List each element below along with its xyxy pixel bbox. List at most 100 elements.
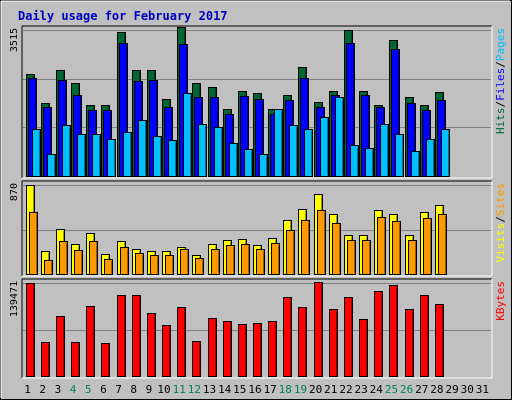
bar-sites-day-18	[286, 230, 295, 275]
bar-sites-day-16	[256, 249, 265, 275]
panel-kbytes: 139471 KBytes	[9, 278, 507, 379]
day-label-26: 26	[400, 383, 413, 396]
bar-kbytes-day-7	[117, 295, 126, 377]
legend-item-hits: Hits	[494, 108, 507, 135]
panel-visits-sites: 870 Visits/Sites	[9, 180, 507, 277]
bar-kbytes-day-5	[86, 306, 95, 377]
day-label-11: 11	[173, 383, 186, 396]
legend-kbytes: KBytes	[494, 281, 507, 321]
legend-visits-sites: Visits/Sites	[494, 183, 507, 263]
bar-sites-day-11	[180, 249, 189, 275]
bar-sites-day-2	[44, 260, 53, 275]
bar-pages-day-6	[107, 139, 116, 177]
chart-panels: 3515Hits/Files/Pages870Visits/Sites13947…	[9, 25, 507, 379]
bar-kbytes-day-21	[329, 309, 338, 377]
day-label-24: 24	[370, 383, 384, 396]
day-label-17: 17	[264, 383, 277, 396]
bar-pages-day-19	[304, 129, 313, 177]
bar-kbytes-day-1	[26, 283, 35, 377]
bar-pages-day-12	[198, 124, 207, 177]
day-label-30: 30	[461, 383, 474, 396]
day-label-1: 1	[24, 383, 31, 396]
day-label-13: 13	[203, 383, 216, 396]
bar-pages-day-3	[62, 125, 71, 177]
bar-pages-day-15	[244, 149, 253, 177]
bar-kbytes-day-26	[405, 309, 414, 377]
bar-sites-day-6	[104, 259, 113, 275]
legend-item-sites: Sites	[494, 183, 507, 216]
bar-kbytes-day-11	[177, 307, 186, 377]
bar-pages-day-17	[274, 109, 283, 177]
bar-kbytes-day-2	[41, 342, 50, 377]
day-label-29: 29	[445, 383, 458, 396]
day-label-19: 19	[294, 383, 307, 396]
day-label-25: 25	[385, 383, 398, 396]
y-max-label: 870	[9, 183, 20, 201]
day-label-31: 31	[476, 383, 489, 396]
bar-sites-day-20	[317, 210, 326, 275]
bar-kbytes-day-9	[147, 313, 156, 377]
bar-kbytes-day-20	[314, 282, 323, 377]
bar-sites-day-24	[377, 217, 386, 275]
bar-sites-day-19	[301, 220, 310, 275]
bar-kbytes-day-27	[420, 295, 429, 377]
bar-pages-day-5	[92, 134, 101, 177]
legend-item-pages: Pages	[494, 28, 507, 61]
bar-sites-day-21	[332, 223, 341, 275]
bar-sites-day-14	[226, 245, 235, 275]
bar-pages-day-7	[123, 132, 132, 177]
bar-sites-day-9	[150, 255, 159, 275]
bar-pages-day-24	[380, 124, 389, 177]
day-label-10: 10	[157, 383, 170, 396]
bar-sites-day-4	[74, 250, 83, 275]
bar-sites-day-25	[392, 221, 401, 275]
legend-item-weekday_label: /	[494, 61, 507, 68]
day-label-8: 8	[130, 383, 137, 396]
bar-sites-day-12	[195, 258, 204, 275]
bar-kbytes-day-19	[298, 307, 307, 377]
bar-kbytes-day-8	[132, 295, 141, 377]
bar-kbytes-day-17	[268, 321, 277, 377]
bar-kbytes-day-14	[223, 321, 232, 377]
bar-pages-day-8	[138, 120, 147, 177]
bar-kbytes-day-22	[344, 297, 353, 377]
day-label-5: 5	[85, 383, 92, 396]
bar-pages-day-28	[441, 129, 450, 177]
day-label-20: 20	[309, 383, 322, 396]
bar-pages-day-26	[411, 151, 420, 177]
day-label-4: 4	[70, 383, 77, 396]
legend-item-kbytes: KBytes	[494, 281, 507, 321]
bar-sites-day-1	[29, 212, 38, 275]
bar-kbytes-day-24	[374, 291, 383, 377]
bar-sites-day-8	[135, 253, 144, 275]
legend-item-visits: Visits	[494, 223, 507, 263]
day-label-14: 14	[218, 383, 232, 396]
bar-sites-day-26	[408, 240, 417, 275]
bar-kbytes-day-12	[192, 341, 201, 377]
bar-sites-day-15	[241, 244, 250, 275]
bar-sites-day-10	[165, 255, 174, 275]
y-max-label: 139471	[9, 281, 20, 317]
bar-pages-day-1	[32, 129, 41, 177]
day-label-6: 6	[100, 383, 107, 396]
bar-pages-day-25	[395, 134, 404, 177]
legend-hits-files-pages: Hits/Files/Pages	[494, 28, 507, 134]
bar-sites-day-17	[271, 243, 280, 275]
legend-item-files: Files	[494, 68, 507, 101]
day-label-21: 21	[324, 383, 337, 396]
bar-pages-day-11	[183, 93, 192, 177]
bar-pages-day-9	[153, 136, 162, 177]
bar-pages-day-20	[320, 117, 329, 177]
day-label-18: 18	[279, 383, 292, 396]
day-label-15: 15	[233, 383, 246, 396]
day-label-9: 9	[146, 383, 153, 396]
bar-kbytes-day-6	[101, 343, 110, 377]
bar-kbytes-day-18	[283, 297, 292, 377]
bar-kbytes-day-23	[359, 319, 368, 377]
bar-kbytes-day-25	[389, 285, 398, 377]
day-label-28: 28	[430, 383, 443, 396]
bar-pages-day-4	[77, 134, 86, 177]
bar-kbytes-day-10	[162, 325, 171, 377]
